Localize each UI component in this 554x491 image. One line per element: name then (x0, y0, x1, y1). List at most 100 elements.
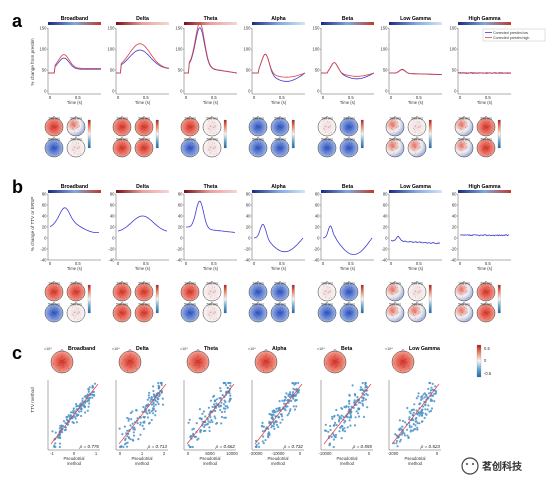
electrode (464, 286, 465, 288)
scatter-point (146, 416, 150, 419)
y-tick-label: 0 (44, 235, 47, 240)
topo-time: 700 ms (411, 303, 423, 307)
electrode (57, 318, 59, 319)
electrode (263, 370, 264, 371)
scatter-point (324, 423, 327, 426)
electrode (146, 145, 148, 147)
electrode (187, 147, 189, 148)
topo-time: 100 ms (252, 117, 264, 121)
electrode (489, 153, 491, 154)
electrode (414, 312, 416, 313)
scatter-point (161, 397, 164, 400)
electrode (323, 120, 325, 122)
electrode (398, 290, 399, 292)
y-tick-label: 20 (42, 224, 47, 229)
electrode (330, 318, 332, 319)
y-tick-label: 80 (110, 191, 115, 196)
electrode (282, 289, 284, 291)
topo-nose (256, 280, 260, 284)
electrode (213, 126, 215, 128)
scatter-point (219, 396, 222, 400)
electrode (328, 127, 330, 128)
electrode (254, 293, 255, 294)
legend-low: Corrected prestim low (493, 31, 528, 35)
scatter-point (135, 409, 138, 412)
scatter-point (80, 410, 83, 413)
electrode (487, 292, 489, 293)
electrode (56, 310, 58, 312)
x-tick-label: 1 (95, 451, 98, 456)
y-tick-label: 150 (381, 26, 389, 31)
electrode (263, 364, 264, 366)
electrode (465, 319, 467, 320)
series-high (48, 54, 101, 74)
x-tick-label: 0.5 (75, 261, 81, 266)
electrode (140, 314, 141, 315)
scatter-point (428, 381, 431, 385)
scatter-point (160, 383, 163, 387)
scatter-point (277, 425, 280, 429)
electrode (118, 120, 120, 122)
topo-nose (278, 280, 282, 284)
electrode (396, 308, 398, 309)
scatter-point (430, 386, 433, 389)
electrode (417, 307, 418, 309)
electrode (259, 126, 261, 128)
x-tick-label: 1 (141, 451, 144, 456)
scatter-point (294, 393, 297, 396)
electrode (191, 126, 193, 128)
electrode (467, 125, 468, 127)
y-tick-label: 40 (110, 213, 115, 218)
scatter-point (348, 419, 351, 422)
electrode (135, 365, 137, 367)
y-tick-label: 20 (315, 224, 320, 229)
y-tick-label: 100 (244, 47, 252, 52)
electrode (282, 145, 284, 147)
topo-nose (74, 280, 78, 284)
topo-map (248, 117, 268, 137)
electrode (130, 365, 132, 366)
electrode (186, 149, 187, 150)
electrode (328, 292, 330, 293)
electrode (329, 289, 331, 291)
electrode (208, 314, 209, 315)
y-tick-label: 60 (42, 202, 47, 207)
electrode (351, 289, 353, 291)
electrode (413, 306, 415, 308)
topo-time: 300 ms (343, 282, 355, 286)
electrode (323, 128, 324, 129)
x-axis-label-1: Pseudotrial (268, 456, 289, 461)
scatter-point (205, 423, 208, 426)
electrode (123, 287, 125, 288)
electrode (276, 293, 277, 294)
electrode (119, 312, 121, 313)
topo-map (476, 282, 496, 302)
electrode (125, 125, 126, 127)
electrode (55, 319, 57, 320)
scatter-point (131, 410, 134, 413)
electrode (464, 121, 465, 123)
scatter-point (279, 421, 282, 424)
electrode (140, 293, 141, 294)
scatter-point (71, 421, 74, 424)
electrode (462, 317, 463, 319)
topo-time: 700 ms (138, 138, 150, 142)
electrode (255, 126, 257, 127)
electrode (277, 147, 279, 148)
scatter-point (211, 405, 214, 408)
electrode (418, 143, 420, 144)
electrode (418, 122, 420, 123)
electrode (278, 317, 279, 319)
scatter-point (150, 403, 153, 406)
electrode (55, 287, 57, 288)
electrode (467, 153, 469, 154)
electrode (146, 289, 148, 291)
electrode (147, 297, 149, 298)
topo-time: 500 ms (48, 138, 60, 142)
scatter-point (83, 405, 86, 408)
x-axis-label: Time (s) (271, 266, 287, 271)
topo-map (44, 117, 64, 137)
electrode (209, 312, 211, 313)
electrode (77, 143, 79, 144)
